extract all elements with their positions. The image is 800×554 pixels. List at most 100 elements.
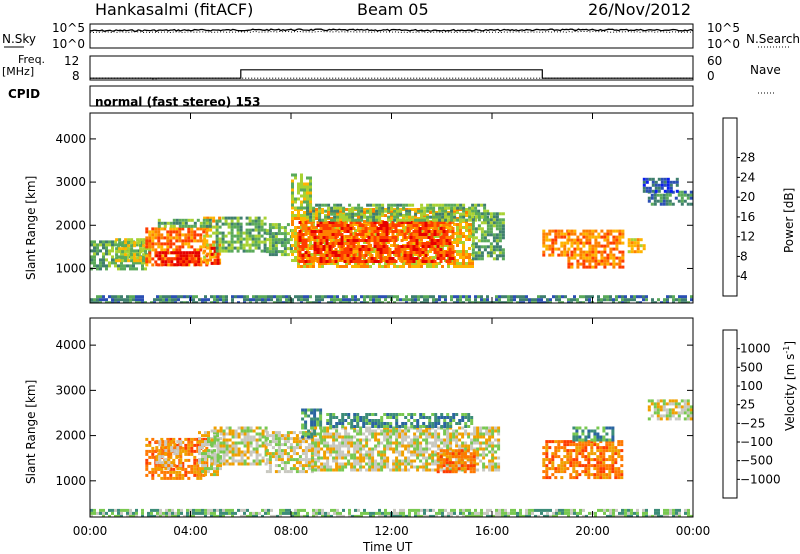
velocity-cell: [307, 461, 311, 465]
power-cell: [291, 194, 294, 198]
power-cell: [388, 251, 392, 254]
power-cell: [394, 248, 398, 251]
power-cell: [182, 254, 186, 258]
power-cell: [439, 221, 443, 224]
velocity-cell: [380, 441, 384, 445]
velocity-cell: [167, 458, 171, 462]
power-cell: [483, 248, 487, 252]
power-cell: [165, 298, 168, 302]
velocity-cell: [271, 455, 275, 459]
velocity-cell: [347, 441, 351, 445]
power-cell: [648, 177, 652, 181]
power-cell: [549, 298, 552, 302]
power-cell: [429, 215, 433, 219]
velocity-cell: [286, 434, 290, 438]
power-cell: [376, 248, 380, 251]
velocity-cell: [240, 438, 244, 442]
power-cell: [108, 301, 111, 303]
power-cell: [304, 224, 308, 227]
power-cell: [257, 219, 261, 223]
power-cell: [291, 173, 294, 177]
power-cell: [378, 301, 381, 303]
power-cell: [400, 233, 404, 236]
power-cell: [567, 256, 571, 260]
power-cell: [346, 245, 350, 248]
power-cell: [548, 238, 552, 242]
velocity-cell: [283, 464, 287, 468]
power-cell: [313, 251, 317, 254]
power-cell: [294, 176, 297, 180]
power-cell: [400, 230, 404, 233]
power-cell: [151, 245, 155, 249]
velocity-cell: [313, 464, 317, 468]
power-cell: [397, 248, 401, 251]
power-cell: [382, 242, 386, 245]
power-cell: [406, 251, 410, 254]
velocity-cell: [196, 458, 200, 462]
power-cell: [459, 229, 462, 232]
velocity-cell: [304, 437, 308, 441]
velocity-cell: [280, 467, 284, 471]
power-cell: [274, 241, 278, 245]
power-cell: [343, 224, 347, 227]
power-cell: [588, 241, 592, 245]
power-cell: [367, 227, 371, 230]
power-cell: [199, 245, 203, 249]
velocity-cell: [335, 435, 339, 439]
power-cell: [417, 265, 420, 268]
power-cell: [182, 263, 186, 267]
power-cell: [357, 241, 360, 244]
power-cell: [612, 229, 616, 233]
power-cell: [546, 301, 549, 303]
power-cell: [105, 252, 108, 256]
power-cell: [459, 256, 462, 259]
power-cell: [313, 257, 317, 260]
velocity-cell: [473, 429, 477, 433]
velocity-cell: [347, 459, 351, 463]
velocity-cell: [356, 468, 360, 472]
power-cell: [136, 253, 140, 257]
power-cell: [288, 295, 291, 299]
power-cell: [130, 259, 134, 263]
velocity-cell: [479, 435, 483, 439]
power-cell: [462, 265, 465, 268]
power-cell: [231, 298, 234, 302]
power-cell: [405, 209, 409, 213]
power-cell: [483, 212, 487, 216]
power-cell: [294, 259, 297, 262]
velocity-cell: [395, 450, 399, 454]
power-cell: [237, 301, 240, 303]
power-cell: [501, 295, 504, 299]
power-cell: [486, 221, 490, 225]
power-cell: [291, 235, 294, 238]
power-cell: [135, 267, 138, 271]
power-cell: [303, 200, 306, 204]
power-cell: [306, 200, 309, 204]
power-cell: [480, 236, 484, 240]
power-cell: [378, 295, 381, 299]
power-cell: [414, 217, 417, 220]
power-cell: [370, 254, 374, 257]
power-cell: [438, 262, 441, 265]
power-cell: [495, 215, 499, 219]
power-cell: [133, 256, 137, 260]
power-cell: [230, 225, 234, 229]
power-cell: [594, 253, 598, 257]
velocity-cell: [304, 455, 308, 459]
power-cell: [647, 196, 651, 200]
velocity-cell: [371, 465, 375, 469]
power-cell: [111, 298, 114, 302]
power-cell: [373, 230, 377, 233]
velocity-cell: [164, 449, 168, 453]
power-cell: [406, 245, 410, 248]
power-cell: [603, 247, 607, 251]
velocity-region: [155, 440, 183, 471]
power-cell: [545, 232, 549, 236]
power-cell: [462, 203, 466, 207]
power-cell: [294, 226, 297, 229]
power-cell: [548, 244, 552, 248]
velocity-cell: [476, 456, 480, 460]
power-cell: [597, 262, 601, 266]
power-cell: [489, 242, 493, 246]
velocity-cell: [377, 438, 381, 442]
